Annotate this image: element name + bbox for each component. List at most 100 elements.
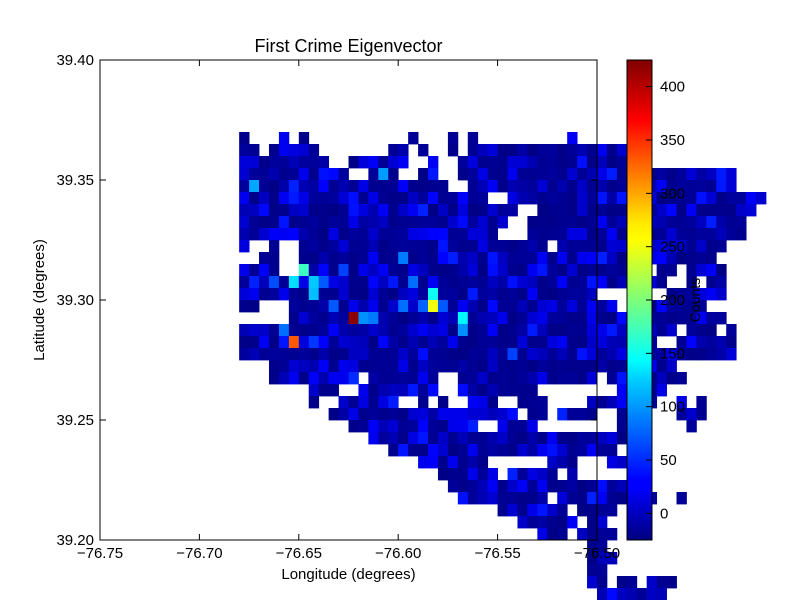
heatmap-cell bbox=[428, 300, 439, 313]
heatmap-cell bbox=[348, 180, 359, 193]
heatmap-cell bbox=[308, 396, 320, 409]
heatmap-cell bbox=[437, 300, 449, 313]
heatmap-cell bbox=[467, 204, 479, 217]
heatmap-cell bbox=[686, 180, 697, 193]
heatmap-cell bbox=[487, 288, 498, 301]
heatmap-cell bbox=[477, 240, 489, 253]
heatmap-cell bbox=[467, 192, 479, 205]
heatmap-cell bbox=[497, 324, 508, 337]
heatmap-cell bbox=[527, 336, 538, 349]
heatmap-cell bbox=[467, 216, 479, 229]
heatmap-cell bbox=[656, 264, 667, 277]
x-tick-label: −76.65 bbox=[276, 545, 322, 562]
heatmap-cell bbox=[278, 228, 290, 241]
heatmap-cell bbox=[577, 348, 588, 361]
heatmap-cell bbox=[666, 348, 677, 361]
heatmap-cell bbox=[726, 216, 737, 229]
heatmap-cell bbox=[288, 324, 300, 337]
heatmap-cell bbox=[587, 540, 598, 553]
heatmap-cell bbox=[388, 408, 399, 421]
heatmap-cell bbox=[557, 492, 568, 505]
heatmap-cell bbox=[348, 336, 359, 349]
heatmap-cell bbox=[696, 204, 707, 217]
heatmap-cell bbox=[577, 276, 588, 289]
heatmap-cell bbox=[457, 324, 469, 337]
heatmap-cell bbox=[447, 312, 459, 325]
heatmap-cell bbox=[338, 276, 349, 289]
heatmap-cell bbox=[656, 228, 667, 241]
heatmap-cell bbox=[497, 300, 508, 313]
heatmap-cell bbox=[537, 504, 548, 517]
heatmap-cell bbox=[527, 516, 538, 529]
heatmap-cell bbox=[418, 336, 429, 349]
heatmap-cell bbox=[487, 264, 498, 277]
heatmap-cell bbox=[716, 336, 727, 349]
heatmap-cell bbox=[597, 564, 608, 577]
heatmap-cell bbox=[398, 408, 409, 421]
heatmap-cell bbox=[239, 264, 250, 277]
heatmap-cell bbox=[348, 372, 359, 385]
heatmap-cell bbox=[477, 300, 489, 313]
heatmap-cell bbox=[298, 264, 310, 277]
heatmap-cell bbox=[408, 444, 419, 457]
heatmap-cell bbox=[537, 396, 548, 409]
heatmap-cell bbox=[467, 492, 479, 505]
heatmap-cell bbox=[597, 480, 608, 493]
heatmap-cell bbox=[507, 432, 518, 445]
heatmap-cell bbox=[686, 324, 697, 337]
heatmap-cell bbox=[716, 288, 727, 301]
heatmap-cell bbox=[567, 300, 578, 313]
heatmap-cell bbox=[249, 228, 260, 241]
heatmap-cell bbox=[428, 456, 439, 469]
heatmap-cell bbox=[358, 180, 369, 193]
heatmap-cell bbox=[597, 168, 608, 181]
heatmap-cell bbox=[408, 408, 419, 421]
heatmap-cell bbox=[686, 252, 697, 265]
heatmap-cell bbox=[288, 168, 300, 181]
heatmap-cell bbox=[577, 408, 588, 421]
heatmap-cell bbox=[567, 216, 578, 229]
heatmap-cell bbox=[577, 264, 588, 277]
heatmap-cell bbox=[547, 252, 558, 265]
heatmap-cell bbox=[597, 336, 608, 349]
heatmap-cell bbox=[577, 192, 588, 205]
heatmap-cell bbox=[527, 288, 538, 301]
colorbar-tick-label: 0 bbox=[660, 505, 668, 522]
heatmap-cell bbox=[338, 204, 349, 217]
x-tick-label: −76.75 bbox=[77, 545, 123, 562]
heatmap-cell bbox=[348, 252, 359, 265]
heatmap-cell bbox=[467, 396, 479, 409]
heatmap-cell bbox=[338, 228, 349, 241]
heatmap-cell bbox=[368, 240, 379, 253]
heatmap-cell bbox=[249, 276, 260, 289]
heatmap-cell bbox=[418, 204, 429, 217]
heatmap-cell bbox=[338, 252, 349, 265]
heatmap-cell bbox=[368, 288, 379, 301]
heatmap-cell bbox=[447, 348, 459, 361]
heatmap-cell bbox=[278, 324, 290, 337]
heatmap-cell bbox=[398, 276, 409, 289]
heatmap-cell bbox=[467, 312, 479, 325]
heatmap-cell bbox=[437, 336, 449, 349]
heatmap-cell bbox=[547, 312, 558, 325]
heatmap-cell bbox=[487, 168, 498, 181]
heatmap-cell bbox=[328, 300, 339, 313]
heatmap-cell bbox=[597, 360, 608, 373]
heatmap-cell bbox=[259, 192, 270, 205]
heatmap-cell bbox=[547, 180, 558, 193]
heatmap-cell bbox=[348, 192, 359, 205]
heatmap-cell bbox=[587, 492, 598, 505]
heatmap-cell bbox=[278, 216, 290, 229]
heatmap-cell bbox=[348, 348, 359, 361]
heatmap-cell bbox=[428, 180, 439, 193]
heatmap-cell bbox=[557, 276, 568, 289]
heatmap-cell bbox=[577, 360, 588, 373]
heatmap-cell bbox=[447, 360, 459, 373]
heatmap-cell bbox=[577, 252, 588, 265]
heatmap-cell bbox=[388, 156, 399, 169]
heatmap-cell bbox=[716, 240, 727, 253]
heatmap-cell bbox=[567, 516, 578, 529]
heatmap-cell bbox=[368, 180, 379, 193]
heatmap-cell bbox=[437, 456, 449, 469]
heatmap-cell bbox=[239, 156, 250, 169]
